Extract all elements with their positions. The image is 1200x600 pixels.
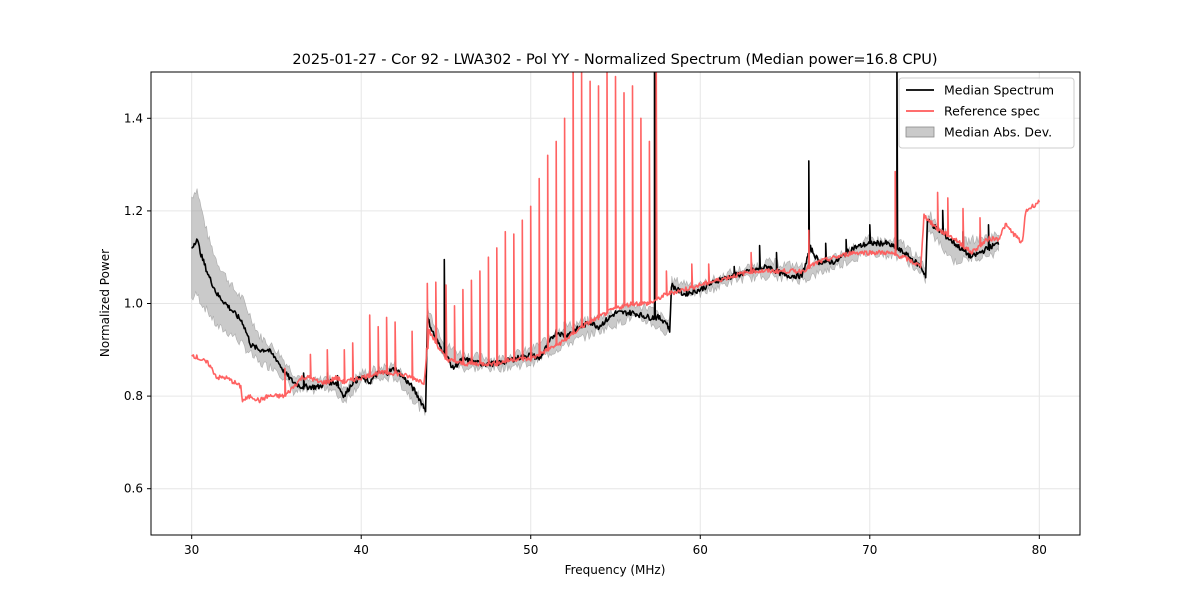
chart-title: 2025-01-27 - Cor 92 - LWA302 - Pol YY - … [292, 52, 937, 68]
reference-spec-line [191, 72, 1041, 404]
legend-mad-label: Median Abs. Dev. [944, 125, 1052, 140]
y-tick-label: 1.0 [124, 297, 143, 311]
x-tick-label: 70 [862, 543, 877, 557]
x-tick-label: 60 [693, 543, 708, 557]
x-tick-label: 80 [1032, 543, 1047, 557]
y-tick-label: 0.6 [124, 482, 143, 496]
y-axis-label: Normalized Power [98, 249, 112, 357]
y-axis: 0.6 0.8 1.0 1.2 1.4 [124, 111, 151, 496]
legend-median-label: Median Spectrum [944, 83, 1054, 98]
y-tick-label: 1.2 [124, 204, 143, 218]
y-tick-label: 0.8 [124, 389, 143, 403]
x-tick-label: 50 [523, 543, 538, 557]
x-axis: 30 40 50 60 70 80 [184, 535, 1047, 557]
x-tick-label: 40 [354, 543, 369, 557]
legend-box [898, 77, 1075, 149]
legend-reference-label: Reference spec [944, 104, 1040, 119]
mad-band [191, 188, 999, 416]
legend-mad-swatch [905, 126, 935, 138]
y-tick-label: 1.4 [124, 111, 143, 125]
x-tick-label: 30 [184, 543, 199, 557]
legend: Median Spectrum Reference spec Median Ab… [898, 77, 1075, 149]
x-axis-label: Frequency (MHz) [565, 563, 666, 577]
